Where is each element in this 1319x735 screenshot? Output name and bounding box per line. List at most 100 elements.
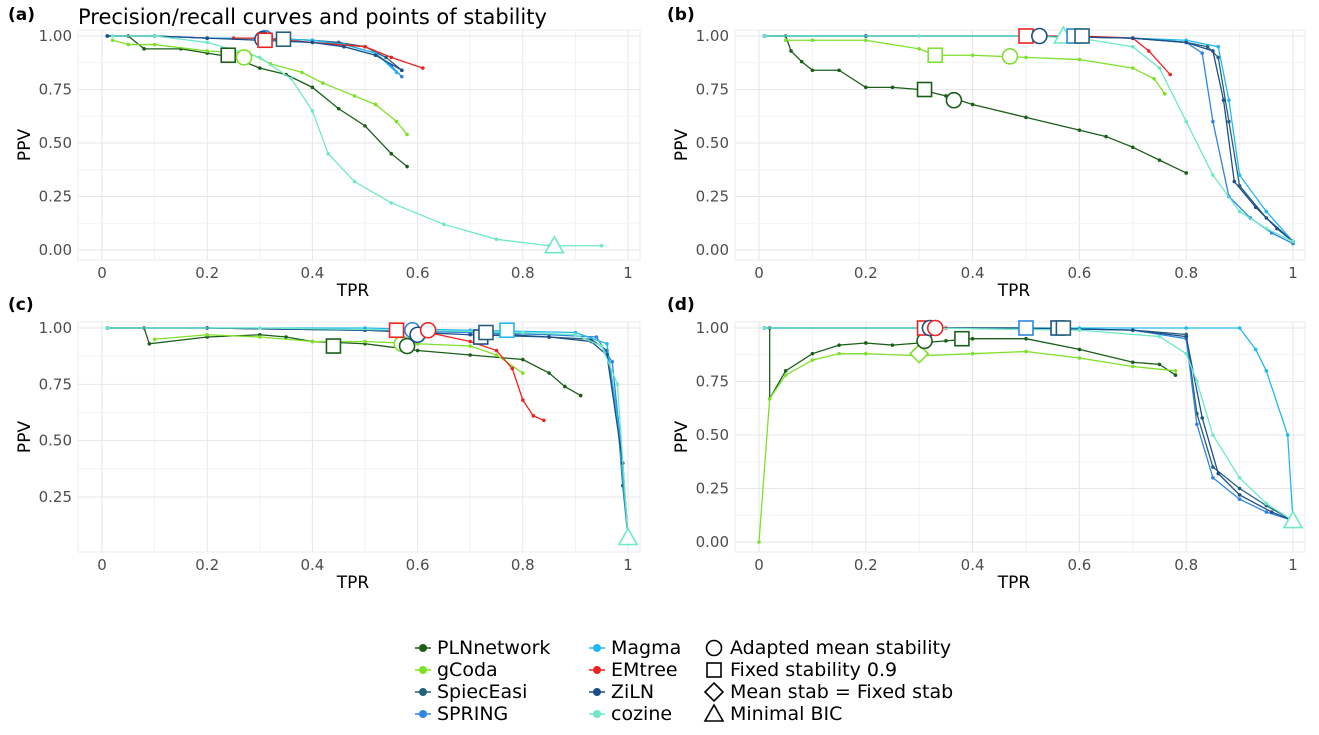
data-point: [405, 164, 409, 169]
plot-background: [734, 321, 1306, 553]
legend-label-spieceasi: SpiecEasi: [437, 681, 527, 703]
data-point: [1157, 66, 1162, 70]
legend-key-dot: [593, 710, 601, 718]
stability-marker-square: [927, 47, 944, 64]
data-point: [142, 47, 146, 51]
data-point: [970, 336, 975, 341]
x-tick-label: 1: [623, 264, 633, 282]
data-point: [810, 38, 815, 43]
data-point: [389, 55, 394, 60]
series-line-cozine: [107, 327, 629, 538]
data-point: [258, 55, 262, 60]
data-point: [1163, 91, 1167, 96]
data-point: [1205, 44, 1210, 49]
legend-marker-label: Adapted mean stability: [730, 637, 951, 659]
data-point: [1269, 510, 1274, 514]
stability-marker-square: [499, 322, 515, 339]
data-point: [1211, 465, 1215, 469]
y-axis-title: PPV: [672, 129, 692, 162]
x-tick-label: 0.4: [961, 264, 985, 282]
data-point: [384, 55, 388, 60]
stability-marker-square: [257, 32, 273, 49]
data-point: [783, 373, 788, 377]
x-tick-label: 1: [1288, 556, 1298, 574]
data-point: [394, 70, 399, 75]
stability-marker-square: [1074, 28, 1090, 44]
data-point: [1211, 476, 1215, 480]
data-point: [864, 341, 868, 345]
stability-marker-square: [325, 338, 342, 354]
data-point: [1173, 369, 1178, 373]
x-axis-title: TPR: [997, 573, 1031, 593]
data-point: [389, 201, 394, 205]
plot-background: [77, 29, 641, 261]
data-point: [1211, 119, 1215, 124]
data-point: [494, 348, 499, 353]
data-point: [373, 53, 378, 58]
data-point: [342, 44, 346, 49]
data-point: [1275, 226, 1279, 231]
data-point: [1291, 239, 1295, 244]
data-point: [1077, 128, 1082, 132]
y-tick-label: 0.00: [696, 533, 729, 551]
legend-label-emtree: EMtree: [611, 659, 678, 681]
data-point: [890, 343, 895, 347]
data-point: [1253, 205, 1258, 209]
data-point: [970, 351, 975, 356]
x-tick-label: 0.8: [511, 264, 535, 282]
data-point: [1024, 115, 1028, 120]
data-point: [1184, 351, 1188, 356]
data-point: [105, 34, 110, 38]
data-point: [468, 344, 473, 348]
data-point: [1131, 360, 1135, 365]
data-point: [300, 70, 304, 75]
stability-marker-square: [220, 47, 237, 64]
data-point: [810, 68, 815, 73]
data-point: [205, 36, 209, 40]
data-point: [326, 151, 330, 156]
x-tick-label: 0.8: [511, 556, 535, 574]
data-point: [521, 371, 525, 375]
panel-3: 0 0.2 0.4 0.6 0.8 1 0.25 0.50 0.75 1.00 TPR PPV (c): [8, 295, 641, 593]
data-point: [1131, 145, 1135, 150]
data-point: [1195, 379, 1199, 384]
data-point: [1173, 373, 1178, 377]
x-tick-label: 0.6: [1067, 556, 1091, 574]
stability-marker-circle: [398, 337, 416, 355]
panel-tag: (d): [667, 295, 695, 315]
data-point: [837, 351, 841, 356]
stability-marker-square: [954, 330, 970, 347]
data-point: [1077, 356, 1082, 360]
data-point: [152, 34, 157, 38]
data-point: [510, 366, 515, 371]
legend-label-cozine: cozine: [611, 703, 672, 725]
y-tick-label: 1.00: [39, 319, 72, 337]
data-point: [762, 326, 767, 330]
stability-marker-circle: [1031, 27, 1048, 45]
stability-marker-circle: [926, 319, 944, 337]
legend-key-dot: [419, 666, 427, 674]
data-point: [1131, 364, 1135, 369]
data-point: [405, 132, 409, 137]
data-point: [389, 151, 394, 156]
legend-key-dot: [419, 710, 427, 718]
data-point: [610, 359, 615, 364]
legend-key-dot: [593, 688, 601, 696]
data-point: [542, 418, 546, 423]
data-point: [1104, 134, 1108, 139]
y-tick-label: 0.75: [39, 81, 72, 99]
y-tick-label: 0.25: [696, 188, 729, 206]
data-point: [1253, 347, 1258, 352]
data-point: [970, 102, 975, 107]
stability-marker-circle: [945, 91, 963, 109]
y-tick-label: 0.25: [696, 480, 729, 498]
data-point: [783, 38, 788, 43]
data-point: [757, 540, 761, 544]
data-point: [310, 109, 315, 113]
legend-marker-label: Fixed stability 0.9: [730, 659, 897, 681]
legend-label-ziln: ZiLN: [611, 681, 654, 703]
data-point: [789, 49, 793, 53]
data-point: [521, 357, 525, 362]
legend-label-magma: Magma: [611, 637, 681, 659]
